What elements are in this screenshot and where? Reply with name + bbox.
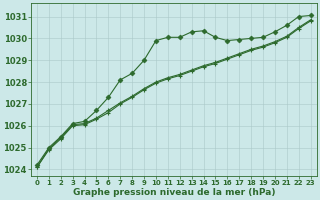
X-axis label: Graphe pression niveau de la mer (hPa): Graphe pression niveau de la mer (hPa) [73,188,275,197]
